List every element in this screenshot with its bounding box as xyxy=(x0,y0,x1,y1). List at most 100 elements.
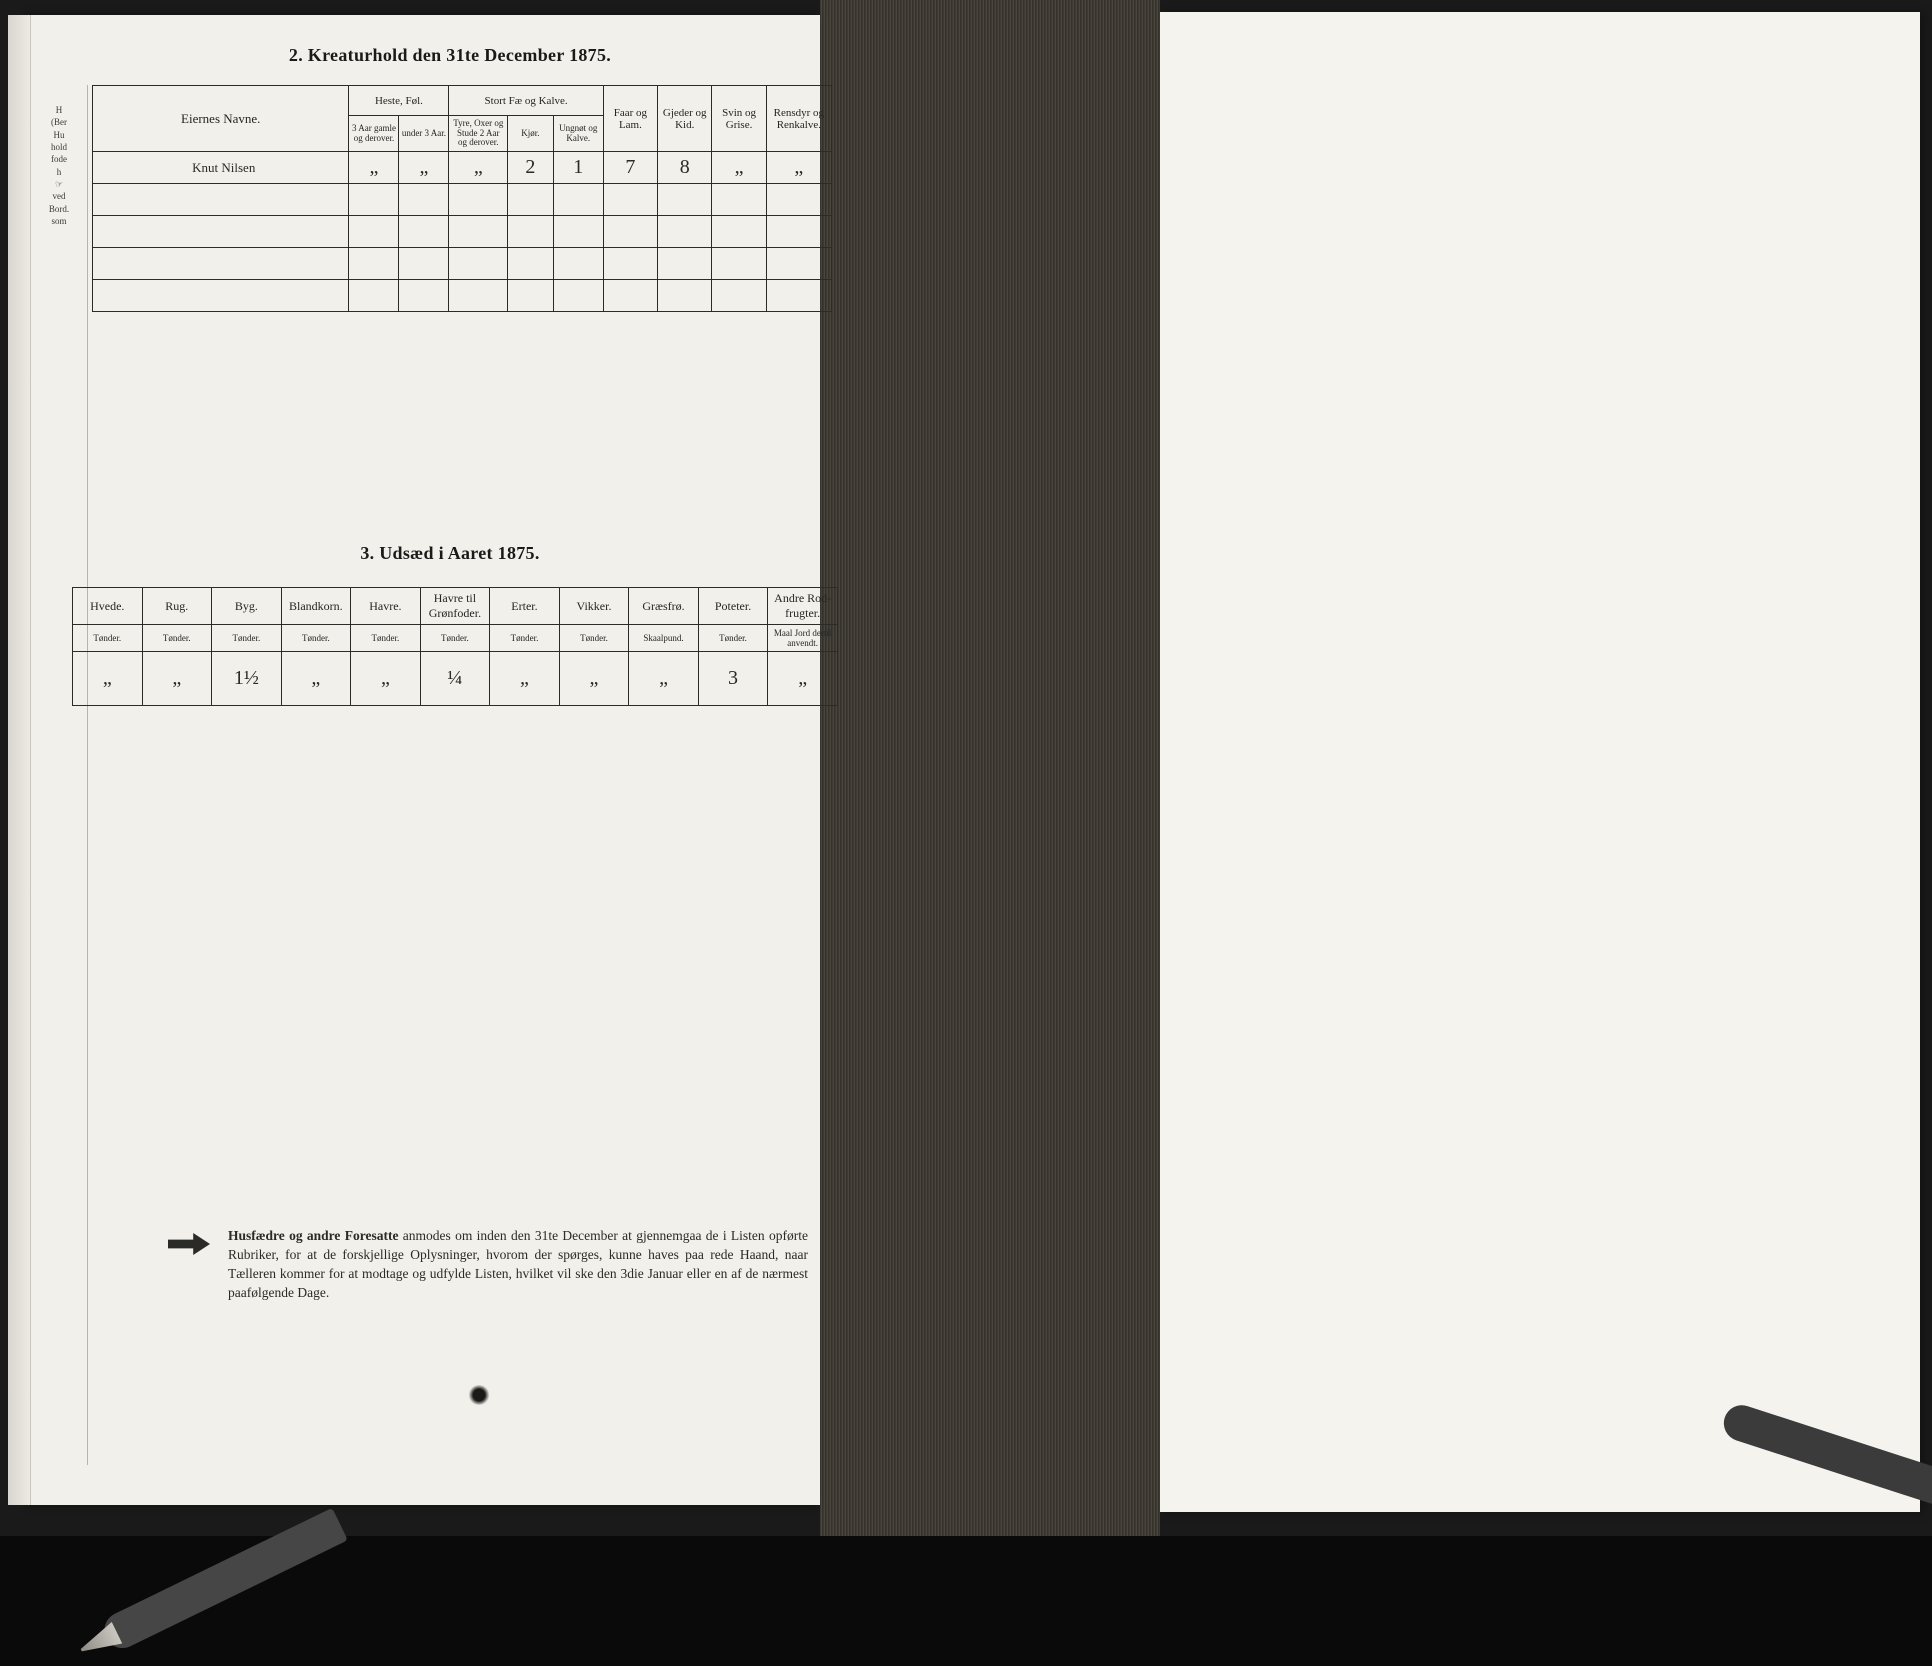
margin-fragment: ved xyxy=(34,191,84,201)
footer-lead: Husfædre og andre Foresatte xyxy=(228,1228,398,1243)
t3-header: Byg. xyxy=(212,588,282,625)
t3-unit: Maal Jord dertil anvendt. xyxy=(768,625,838,652)
t3-header: Hvede. xyxy=(73,588,143,625)
margin-fragment: hold xyxy=(34,142,84,152)
t2-group-header: Heste, Føl. xyxy=(349,86,449,116)
t2-value-cell xyxy=(508,184,554,216)
t2-sub-header: 3 Aar gamle og derover. xyxy=(349,116,399,152)
margin-fragment: h xyxy=(34,167,84,177)
t2-value-cell xyxy=(603,280,657,312)
t2-value-cell: „ xyxy=(349,152,399,184)
t2-value-cell xyxy=(712,248,766,280)
t2-value-cell: „ xyxy=(712,152,766,184)
t3-value-cell: „ xyxy=(142,652,212,706)
t2-value-cell: „ xyxy=(766,152,831,184)
t3-header: Blandkorn. xyxy=(281,588,351,625)
t2-value-cell: 7 xyxy=(603,152,657,184)
t3-value-cell: ¼ xyxy=(420,652,490,706)
t2-value-cell xyxy=(508,216,554,248)
margin-fragment: Hu xyxy=(34,130,84,140)
t2-value-cell xyxy=(508,280,554,312)
t2-value-cell xyxy=(658,184,712,216)
owner-name-cell: Knut Nilsen xyxy=(93,152,349,184)
table-row xyxy=(93,184,832,216)
t2-value-cell xyxy=(449,280,508,312)
t3-unit: Skaalpund. xyxy=(629,625,699,652)
t2-value-cell xyxy=(658,216,712,248)
t3-header: Erter. xyxy=(490,588,560,625)
ink-blot xyxy=(468,1385,490,1405)
margin-fragment: fode xyxy=(34,154,84,164)
t2-value-cell xyxy=(766,248,831,280)
margin-fragment: H xyxy=(34,105,84,115)
t2-value-cell xyxy=(603,216,657,248)
margin-fragment: Bord. xyxy=(34,204,84,214)
t3-header: Vikker. xyxy=(559,588,629,625)
t2-value-cell: 8 xyxy=(658,152,712,184)
t3-unit: Tønder. xyxy=(281,625,351,652)
t2-sub-header: Tyre, Oxer og Stude 2 Aar og derover. xyxy=(449,116,508,152)
t3-value-cell: „ xyxy=(768,652,838,706)
t2-value-cell xyxy=(349,280,399,312)
t2-value-cell xyxy=(349,216,399,248)
t2-value-cell xyxy=(712,184,766,216)
t2-value-cell xyxy=(399,248,449,280)
pointing-hand-icon xyxy=(168,1233,210,1255)
t3-value-cell: „ xyxy=(490,652,560,706)
t2-value-cell xyxy=(349,248,399,280)
t2-value-cell xyxy=(712,216,766,248)
t3-value-cell: 3 xyxy=(698,652,768,706)
t3-value-cell: „ xyxy=(351,652,421,706)
owner-name-cell xyxy=(93,248,349,280)
t2-value-cell xyxy=(553,216,603,248)
t2-value-cell xyxy=(349,184,399,216)
t2-value-cell xyxy=(553,184,603,216)
owner-name-cell xyxy=(93,184,349,216)
t3-header: Græsfrø. xyxy=(629,588,699,625)
t2-value-cell xyxy=(449,184,508,216)
left-margin-rule xyxy=(30,85,88,1465)
t2-value-cell xyxy=(658,248,712,280)
t2-value-cell xyxy=(603,248,657,280)
right-blank-page xyxy=(1160,12,1920,1512)
t2-sub-header: Kjør. xyxy=(508,116,554,152)
table-row xyxy=(93,216,832,248)
t3-header: Andre Rod-frugter. xyxy=(768,588,838,625)
t2-value-cell xyxy=(766,184,831,216)
section-3-title: 3. Udsæd i Aaret 1875. xyxy=(90,543,810,564)
t3-value-cell: „ xyxy=(281,652,351,706)
t2-value-cell xyxy=(766,280,831,312)
t2-value-cell xyxy=(712,280,766,312)
t3-header: Havre til Grønfoder. xyxy=(420,588,490,625)
table-row: Knut Nilsen„„„2178„„ xyxy=(93,152,832,184)
section-2-title: 2. Kreaturhold den 31te December 1875. xyxy=(90,45,810,66)
t2-value-cell xyxy=(658,280,712,312)
t2-sub-header: under 3 Aar. xyxy=(399,116,449,152)
t3-unit: Tønder. xyxy=(420,625,490,652)
t3-value-cell: „ xyxy=(629,652,699,706)
margin-fragment: (Ber xyxy=(34,117,84,127)
t2-value-cell xyxy=(553,248,603,280)
t2-value-cell xyxy=(449,248,508,280)
t3-unit: Tønder. xyxy=(490,625,560,652)
t3-value-cell: „ xyxy=(559,652,629,706)
t2-group-header: Faar og Lam. xyxy=(603,86,657,152)
t2-value-cell xyxy=(603,184,657,216)
t2-value-cell: 1 xyxy=(553,152,603,184)
t3-value-cell: „ xyxy=(73,652,143,706)
t2-sub-header: Ungnøt og Kalve. xyxy=(553,116,603,152)
t2-value-cell: „ xyxy=(399,152,449,184)
margin-fragment: ☞ xyxy=(34,179,84,189)
left-document-page: H (Ber Hu hold fode h ☞ ved Bord. som 2. Kreaturh… xyxy=(30,15,820,1505)
t2-value-cell xyxy=(553,280,603,312)
margin-fragment: som xyxy=(34,216,84,226)
t2-value-cell xyxy=(399,216,449,248)
t2-value-cell xyxy=(399,184,449,216)
sowing-table: Hvede.Rug.Byg.Blandkorn.Havre.Havre til … xyxy=(72,587,838,706)
t3-header: Poteter. xyxy=(698,588,768,625)
t3-unit: Tønder. xyxy=(212,625,282,652)
t3-unit: Tønder. xyxy=(351,625,421,652)
t2-group-header: Stort Fæ og Kalve. xyxy=(449,86,603,116)
t3-header: Havre. xyxy=(351,588,421,625)
t2-value-cell: „ xyxy=(449,152,508,184)
